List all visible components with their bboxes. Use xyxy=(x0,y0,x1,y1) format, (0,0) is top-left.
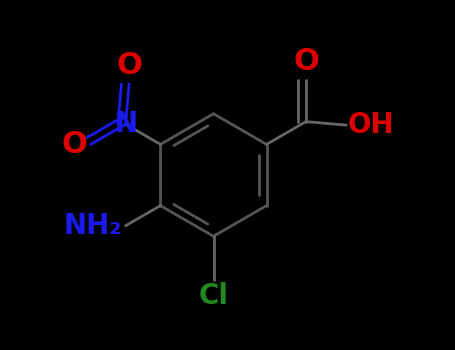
Text: OH: OH xyxy=(348,111,394,139)
Text: NH₂: NH₂ xyxy=(64,212,122,240)
Text: O: O xyxy=(61,130,87,159)
Text: O: O xyxy=(116,51,142,80)
Text: Cl: Cl xyxy=(198,282,228,310)
Text: N: N xyxy=(114,110,137,138)
Text: O: O xyxy=(293,47,319,76)
